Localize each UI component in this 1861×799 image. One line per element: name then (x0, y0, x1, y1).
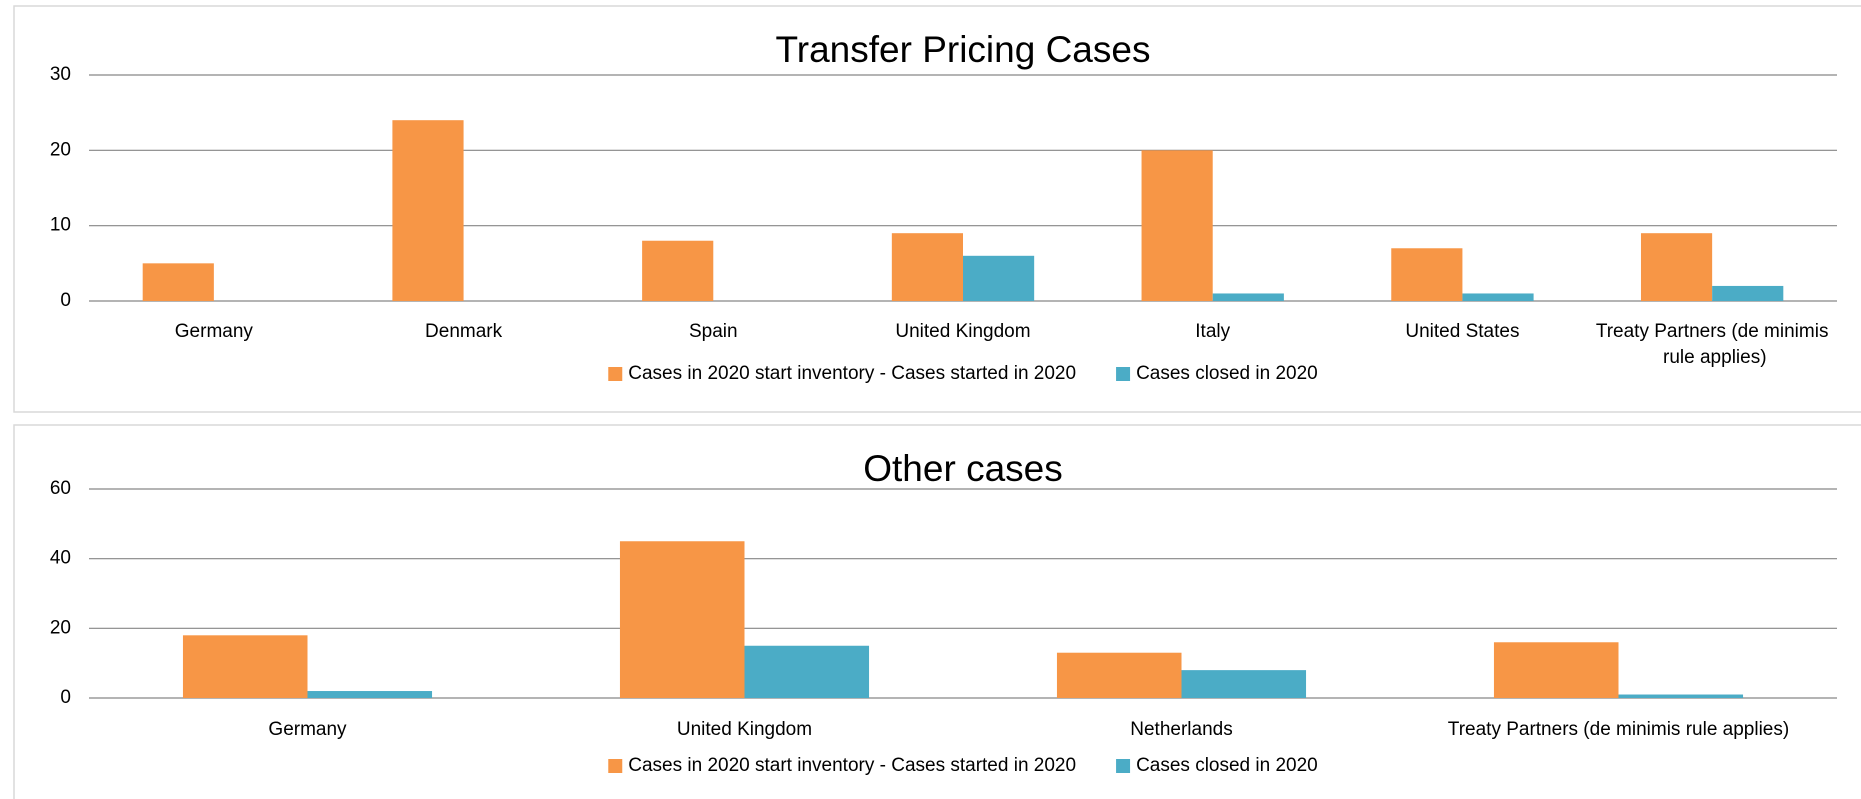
bar (1141, 150, 1213, 301)
x-tick-label: Netherlands (1130, 719, 1232, 740)
x-tick-label: Treaty Partners (de minimis rule applies… (1448, 719, 1789, 740)
y-tick-label: 30 (50, 64, 71, 85)
x-tick-label: Germany (268, 719, 347, 740)
legend-label: Cases closed in 2020 (1136, 363, 1318, 384)
y-tick-label: 10 (50, 215, 71, 236)
bar (891, 233, 963, 301)
y-tick-label: 20 (50, 139, 71, 160)
legend-label: Cases in 2020 start inventory - Cases st… (628, 363, 1076, 384)
bar (1712, 285, 1784, 301)
bar (1391, 248, 1463, 301)
y-tick-label: 60 (50, 478, 71, 499)
x-tick-label: United Kingdom (895, 321, 1030, 342)
bar (142, 263, 214, 301)
bar (642, 240, 714, 301)
bar (1640, 233, 1713, 301)
legend-swatch (608, 759, 623, 773)
legend-swatch (1116, 367, 1131, 381)
chart-title: Transfer Pricing Cases (776, 29, 1151, 70)
bar (307, 691, 433, 698)
bar (744, 645, 870, 698)
legend-swatch (1116, 759, 1131, 773)
bar (619, 541, 745, 698)
chart-title: Other cases (863, 448, 1062, 489)
bar (392, 120, 464, 301)
x-tick-label: United Kingdom (677, 719, 812, 740)
y-tick-label: 40 (50, 548, 71, 569)
x-tick-label: Treaty Partners (de minimis rule applies… (1596, 321, 1829, 368)
x-tick-label: Denmark (425, 321, 503, 342)
bar (1181, 670, 1307, 698)
x-tick-label: Spain (689, 321, 738, 342)
bar (1618, 694, 1744, 698)
chart-frame (13, 424, 1861, 799)
y-tick-label: 0 (60, 687, 71, 708)
bar (182, 635, 308, 698)
legend-label: Cases in 2020 start inventory - Cases st… (628, 755, 1076, 776)
legend-label: Cases closed in 2020 (1136, 755, 1318, 776)
bar (1212, 293, 1284, 301)
bar (1493, 642, 1619, 698)
x-tick-label: Germany (175, 321, 254, 342)
bar (963, 255, 1035, 301)
x-tick-label: Italy (1195, 321, 1230, 342)
chart-frame (13, 5, 1861, 413)
y-tick-label: 0 (60, 290, 71, 311)
bar (1056, 652, 1182, 698)
legend-swatch (608, 367, 623, 381)
y-tick-label: 20 (50, 617, 71, 638)
bar (1462, 293, 1534, 301)
x-tick-label: United States (1405, 321, 1519, 342)
